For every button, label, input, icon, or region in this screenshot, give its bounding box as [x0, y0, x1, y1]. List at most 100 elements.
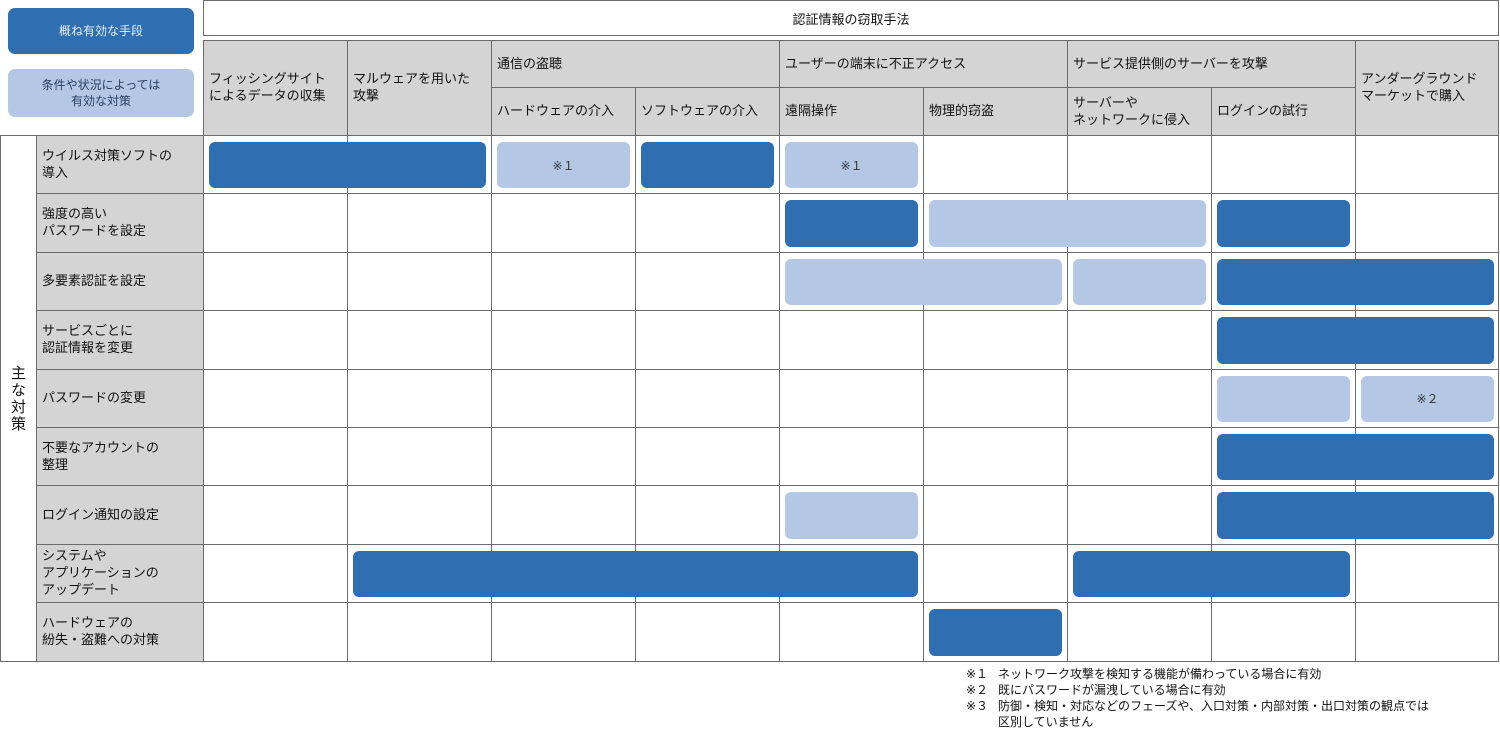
effective-bar [929, 609, 1062, 656]
grid-cell [635, 602, 780, 662]
conditional-bar: ※１ [785, 142, 918, 189]
grid-cell [1355, 602, 1499, 662]
conditional-bar [1217, 375, 1350, 422]
header-server-attack: サービス提供側のサーバーを攻撃 [1067, 40, 1356, 88]
grid-cell [347, 427, 492, 487]
grid-cell [491, 485, 636, 545]
header-underground: アンダーグラウンド マーケットで購入 [1355, 40, 1499, 136]
grid-cell [779, 310, 924, 370]
grid-cell [635, 193, 780, 253]
effective-bar [1217, 317, 1494, 364]
note-2: ※２ 既にパスワードが漏洩している場合に有効 [966, 682, 1226, 698]
note-3-text: 防御・検知・対応などのフェーズや、入口対策・内部対策・出口対策の観点では [998, 699, 1430, 713]
legend-conditional: 条件や状況によっては 有効な対策 [8, 69, 194, 117]
subheader-intrusion: サーバーや ネットワークに侵入 [1067, 87, 1212, 136]
subheader-hardware: ハードウェアの介入 [491, 87, 636, 136]
header-phishing: フィッシングサイト によるデータの収集 [203, 40, 348, 136]
note-2-mark: ※２ [966, 683, 989, 697]
effective-bar [1217, 200, 1350, 247]
grid-cell [1211, 135, 1356, 195]
effective-bar [1073, 550, 1350, 598]
grid-cell [635, 251, 780, 312]
grid-cell [347, 602, 492, 662]
grid-cell [779, 602, 924, 662]
row-label: 強度の高い パスワードを設定 [36, 193, 204, 253]
header-malware: マルウェアを用いた 攻撃 [347, 40, 492, 136]
effective-bar [1217, 258, 1494, 306]
matrix-title: 認証情報の窃取手法 [203, 0, 1499, 36]
grid-cell [635, 485, 780, 545]
grid-cell [1067, 427, 1212, 487]
grid-cell [203, 602, 348, 662]
row-label: ログイン通知の設定 [36, 485, 204, 545]
note-3-mark: ※３ [966, 699, 989, 713]
grid-cell [1067, 485, 1212, 545]
row-label: パスワードの変更 [36, 368, 204, 428]
grid-cell [923, 310, 1068, 370]
grid-cell [347, 368, 492, 428]
note-3: ※３ 防御・検知・対応などのフェーズや、入口対策・内部対策・出口対策の観点では 区… [966, 698, 1429, 730]
side-label-cell: 主な対策 [0, 135, 37, 662]
subheader-theft: 物理的窃盗 [923, 87, 1068, 136]
grid-cell [923, 427, 1068, 487]
grid-cell [203, 543, 348, 604]
grid-cell [923, 135, 1068, 195]
matrix-title-text: 認証情報の窃取手法 [792, 12, 910, 28]
effective-bar [1217, 434, 1494, 481]
effective-bar [785, 200, 918, 247]
grid-cell [203, 368, 348, 428]
grid-cell [779, 368, 924, 428]
conditional-bar: ※２ [1361, 375, 1494, 422]
subheader-software: ソフトウェアの介入 [635, 87, 780, 136]
conditional-bar [929, 200, 1206, 247]
grid-cell [635, 368, 780, 428]
row-label: ウイルス対策ソフトの 導入 [36, 135, 204, 195]
note-3-continuation: 区別していません [998, 715, 1094, 729]
grid-cell [203, 193, 348, 253]
subheader-login: ログインの試行 [1211, 87, 1356, 136]
row-label: システムや アプリケーションの アップデート [36, 543, 204, 604]
grid-cell [491, 427, 636, 487]
grid-cell [1067, 135, 1212, 195]
effective-bar [641, 142, 774, 189]
grid-cell [347, 485, 492, 545]
grid-cell [923, 368, 1068, 428]
grid-cell [203, 485, 348, 545]
legend-conditional-label: 条件や状況によっては 有効な対策 [41, 77, 161, 108]
grid-cell [635, 310, 780, 370]
side-label: 主な対策 [9, 364, 27, 433]
conditional-bar [785, 492, 918, 539]
row-label: ハードウェアの 紛失・盗難への対策 [36, 602, 204, 662]
grid-cell [635, 427, 780, 487]
grid-cell [491, 368, 636, 428]
grid-cell [491, 602, 636, 662]
effective-bar [353, 550, 918, 598]
effective-bar [209, 142, 486, 189]
note-1-mark: ※１ [966, 667, 989, 681]
grid-cell [1355, 193, 1499, 253]
grid-cell [491, 251, 636, 312]
grid-cell [491, 193, 636, 253]
grid-cell [923, 543, 1068, 604]
row-label: 不要なアカウントの 整理 [36, 427, 204, 487]
legend-effective-label: 概ね有効な手段 [58, 23, 143, 38]
effective-bar [1217, 492, 1494, 539]
grid-cell [347, 251, 492, 312]
conditional-bar [785, 258, 1062, 306]
grid-cell [1067, 368, 1212, 428]
conditional-bar [1073, 258, 1206, 306]
note-1-text: ネットワーク攻撃を検知する機能が備わっている場合に有効 [998, 667, 1322, 681]
grid-cell [203, 427, 348, 487]
conditional-bar: ※１ [497, 142, 630, 189]
grid-cell [779, 427, 924, 487]
grid-cell [923, 485, 1068, 545]
row-label: サービスごとに 認証情報を変更 [36, 310, 204, 370]
grid-cell [347, 193, 492, 253]
grid-cell [1355, 135, 1499, 195]
grid-cell [1355, 543, 1499, 604]
header-terminal-access: ユーザーの端末に不正アクセス [779, 40, 1068, 88]
header-eavesdrop: 通信の盗聴 [491, 40, 780, 88]
grid-cell [491, 310, 636, 370]
note-2-text: 既にパスワードが漏洩している場合に有効 [998, 683, 1226, 697]
grid-cell [1067, 310, 1212, 370]
